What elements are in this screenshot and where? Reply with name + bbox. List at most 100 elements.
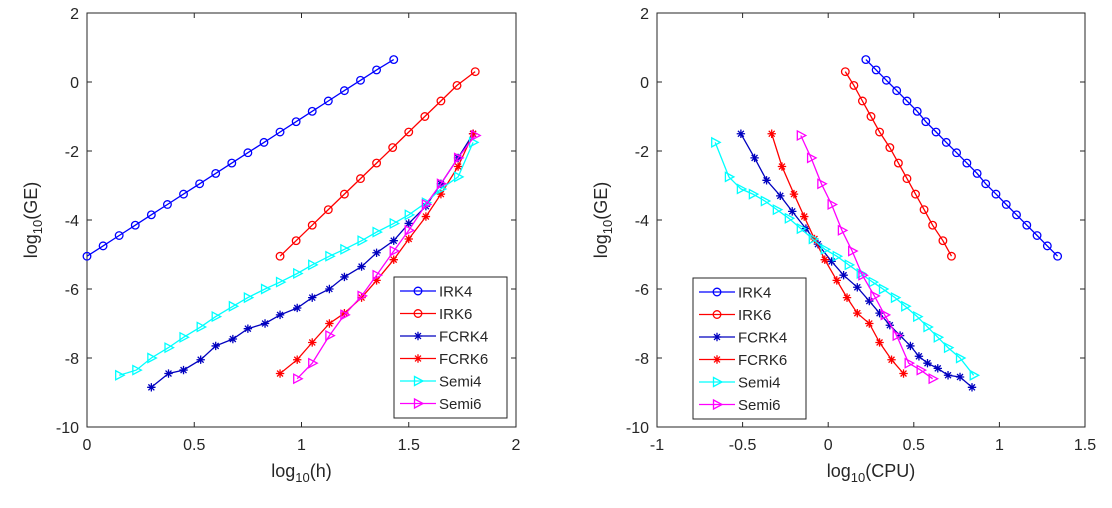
- x-axis-label: log10(CPU): [827, 461, 916, 485]
- data-point-irk4: [981, 179, 991, 189]
- x-tick-label: -0.5: [729, 437, 757, 454]
- data-point-fcrk4: [211, 341, 220, 351]
- legend: IRK4 IRK6 FCRK4 FCRK6 Semi4 Semi6: [393, 276, 508, 419]
- legend-label: Semi4: [738, 375, 781, 392]
- x-tick-label: 1: [995, 437, 1004, 454]
- legend-label: Semi6: [439, 396, 482, 413]
- data-point-semi4: [868, 276, 880, 288]
- data-point-irk4: [356, 75, 365, 85]
- legend-item-semi4: Semi4: [400, 374, 482, 391]
- data-point-fcrk4: [164, 369, 173, 378]
- data-point-semi6: [421, 198, 433, 211]
- data-point-irk6: [291, 236, 301, 246]
- data-point-fcrk6: [875, 338, 884, 347]
- data-point-irk4: [195, 179, 205, 189]
- data-point-semi4: [724, 171, 736, 183]
- data-point-semi6: [928, 373, 940, 385]
- y-tick-label: -2: [65, 144, 79, 161]
- data-point-fcrk6: [899, 369, 908, 378]
- data-point-semi6: [892, 329, 904, 342]
- data-point-fcrk4: [389, 236, 398, 245]
- data-point-fcrk4: [967, 383, 977, 392]
- data-point-fcrk4: [885, 321, 895, 330]
- legend-marker: [712, 287, 722, 297]
- data-point-semi6: [340, 309, 351, 321]
- data-point-semi4: [844, 259, 856, 271]
- data-point-irk4: [130, 220, 140, 230]
- data-point-irk6: [857, 96, 867, 106]
- data-point-irk6: [875, 127, 885, 137]
- series-fcrk6: [275, 129, 478, 378]
- data-point-irk4: [98, 241, 108, 251]
- legend-label: IRK6: [439, 306, 472, 323]
- y-tick-label: -10: [626, 420, 649, 437]
- data-point-semi6: [904, 357, 916, 369]
- data-point-semi6: [806, 152, 818, 164]
- legend-item-fcrk6: FCRK6: [400, 351, 488, 368]
- data-point-semi4: [228, 300, 240, 312]
- data-point-semi6: [389, 245, 401, 257]
- series-line-irk6: [844, 71, 953, 257]
- data-point-irk6: [849, 80, 859, 90]
- data-point-irk4: [1022, 220, 1032, 230]
- legend: IRK4 IRK6 FCRK4 FCRK6 Semi4 Semi6: [692, 277, 807, 420]
- data-point-fcrk4: [750, 153, 759, 163]
- data-point-irk4: [1012, 210, 1021, 220]
- data-point-fcrk4: [865, 296, 874, 306]
- legend-item-fcrk6: FCRK6: [699, 352, 787, 369]
- legend-item-irk6: IRK6: [400, 306, 472, 323]
- data-point-semi6: [796, 129, 808, 142]
- data-point-fcrk6: [389, 255, 398, 264]
- data-point-semi6: [916, 364, 928, 376]
- y-tick-label: 2: [70, 6, 79, 23]
- data-point-semi4: [340, 243, 351, 255]
- legend-marker: [413, 309, 423, 318]
- data-point-semi6: [436, 178, 448, 190]
- series-semi6: [293, 129, 482, 385]
- data-point-fcrk6: [820, 255, 829, 264]
- data-point-fcrk4: [196, 355, 205, 364]
- data-point-irk4: [1001, 200, 1011, 209]
- legend-item-irk4: IRK4: [400, 284, 472, 301]
- y-tick-label: -2: [635, 144, 649, 161]
- data-point-irk4: [871, 65, 881, 75]
- legend-marker: [712, 398, 724, 411]
- legend-label: IRK6: [738, 307, 771, 324]
- data-point-irk4: [179, 189, 188, 199]
- data-point-fcrk4: [243, 324, 253, 333]
- data-point-semi6: [858, 269, 869, 281]
- data-point-fcrk4: [325, 284, 334, 294]
- data-point-irk4: [952, 148, 962, 158]
- data-point-semi4: [404, 209, 416, 221]
- data-point-irk4: [912, 106, 922, 116]
- data-point-fcrk4: [147, 383, 156, 392]
- data-point-fcrk4: [260, 319, 270, 328]
- data-point-fcrk6: [453, 162, 463, 171]
- data-point-fcrk4: [776, 191, 785, 201]
- y-tick-label: 0: [70, 75, 79, 92]
- data-point-semi6: [827, 198, 839, 211]
- data-point-irk4: [291, 117, 301, 127]
- data-point-irk6: [339, 189, 349, 199]
- data-point-semi6: [880, 309, 892, 321]
- data-point-fcrk6: [842, 293, 852, 302]
- data-point-irk6: [307, 220, 317, 230]
- left-chart-panel: 0 0.5 1 1.5 2 -10 -8 -6 -4 -2 0 2 log10(h) log10(GE) I…: [21, 6, 521, 485]
- series-irk4: [82, 55, 399, 261]
- data-point-irk4: [162, 200, 172, 209]
- data-point-fcrk4: [875, 308, 884, 318]
- data-point-irk6: [420, 112, 430, 121]
- data-point-semi6: [357, 290, 368, 302]
- data-point-irk6: [372, 158, 382, 168]
- data-point-semi4: [453, 171, 465, 183]
- data-point-irk6: [275, 251, 285, 261]
- data-point-semi4: [389, 217, 401, 230]
- legend-item-semi6: Semi6: [400, 396, 482, 413]
- data-point-irk4: [82, 251, 92, 261]
- data-point-semi4: [969, 369, 981, 381]
- series-line-irk4: [86, 59, 395, 257]
- data-point-semi4: [796, 223, 808, 235]
- data-point-fcrk4: [895, 331, 905, 340]
